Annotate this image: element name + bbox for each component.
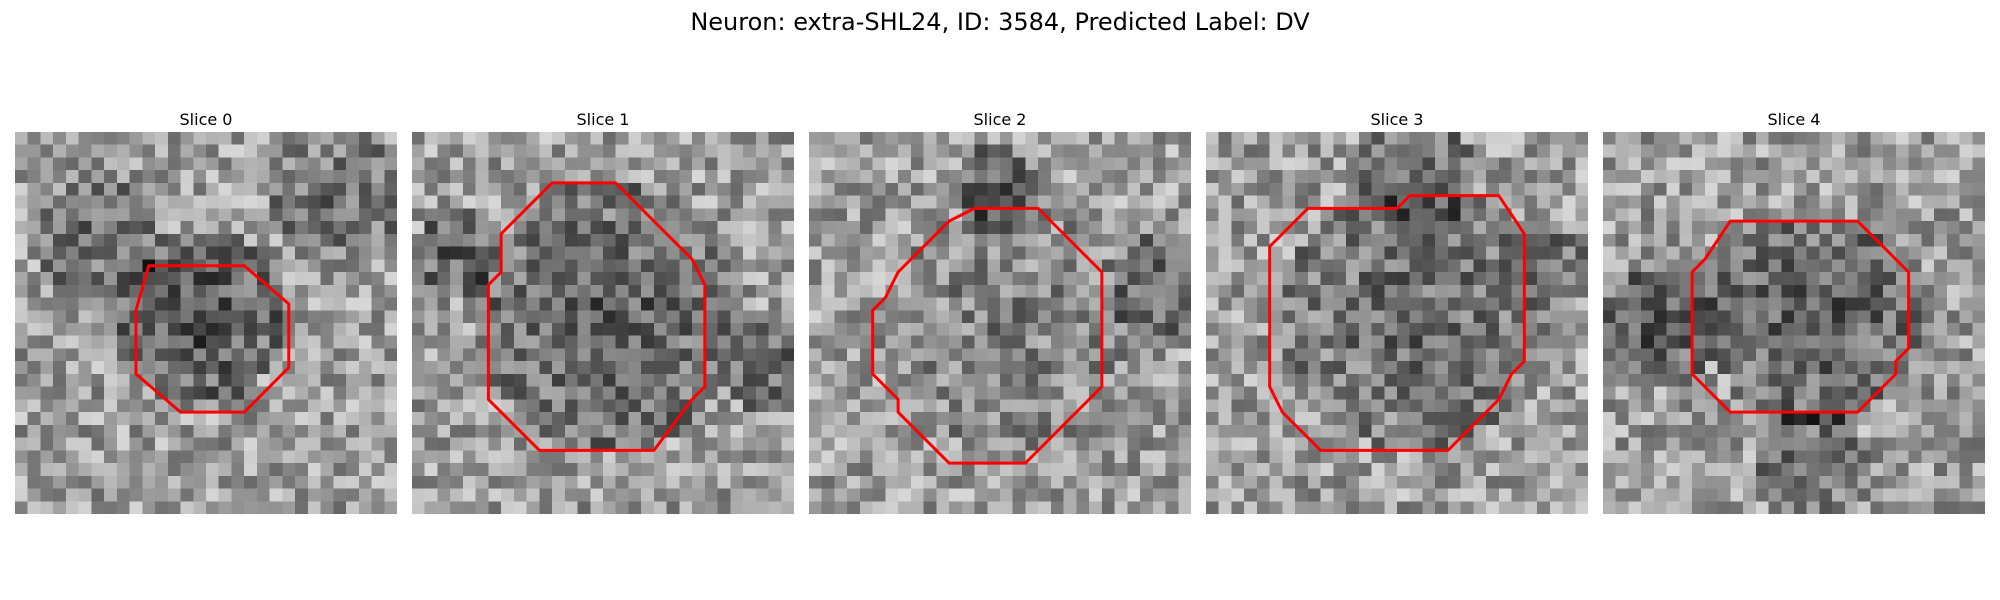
roi-outline-3: [1206, 132, 1588, 514]
slice-panel-1: Slice 1: [412, 108, 794, 514]
slice-title-3: Slice 3: [1370, 110, 1424, 129]
slice-title-4: Slice 4: [1767, 110, 1821, 129]
roi-outline-1: [412, 132, 794, 514]
figure-title: Neuron: extra-SHL24, ID: 3584, Predicted…: [690, 8, 1310, 36]
slice-image-0: [15, 132, 397, 514]
slice-title-0: Slice 0: [179, 110, 233, 129]
slice-image-4: [1603, 132, 1985, 514]
roi-outline-2: [809, 132, 1191, 514]
roi-outline-0: [15, 132, 397, 514]
slice-panel-0: Slice 0: [15, 108, 397, 514]
slice-panel-3: Slice 3: [1206, 108, 1588, 514]
slice-title-2: Slice 2: [973, 110, 1027, 129]
roi-outline-4: [1603, 132, 1985, 514]
slice-panel-4: Slice 4: [1603, 108, 1985, 514]
slice-panel-2: Slice 2: [809, 108, 1191, 514]
slice-title-1: Slice 1: [576, 110, 630, 129]
